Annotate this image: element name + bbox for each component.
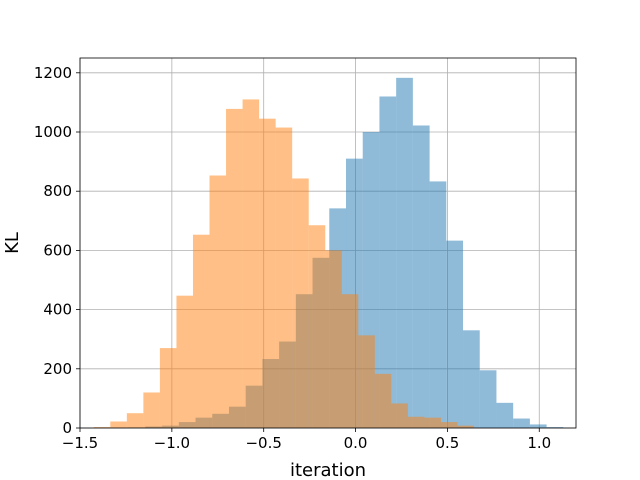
histogram-bar [391,403,408,428]
histogram-bar [176,295,193,428]
histogram-bar [209,175,227,428]
histogram-bar [513,418,530,428]
bars [93,77,564,429]
histogram-bar [341,294,359,428]
histogram-bar [440,422,458,428]
histogram-bar [479,370,497,428]
x-tick-label: 1.0 [527,434,551,452]
histogram-bar [457,425,475,428]
x-tick-label: −1.5 [62,434,98,452]
y-tick-label: 400 [43,301,72,319]
histogram-bar [496,402,514,428]
y-axis-label: KL [2,232,23,254]
y-tick-label: 0 [62,419,72,437]
histogram-bar [424,417,441,428]
y-tick-label: 1000 [34,123,72,141]
x-tick-label: 0.5 [435,434,459,452]
histogram-bar [292,178,309,428]
histogram-bar [446,240,464,428]
histogram-bar [226,108,243,429]
y-tick-label: 1200 [34,64,72,82]
histogram-bar [93,427,111,428]
y-tick-label: 200 [43,360,72,378]
histogram-bar [379,96,397,428]
histogram-bar [192,234,210,428]
histogram-bar [374,373,392,428]
x-tick-label: −0.5 [245,434,281,452]
histogram-bar [412,125,430,428]
histogram-bar [308,225,326,428]
histogram-bar [242,99,260,428]
histogram-bar [546,427,564,428]
histogram-bar [529,424,547,428]
y-tick-label: 800 [43,182,72,200]
y-tick-label: 600 [43,241,72,259]
histogram-bar [143,392,160,428]
ticks: −1.5 −1.0 −0.5 0.0 0.5 1.0 0 200 400 600 800 1000 12… [34,64,551,452]
histogram-bar [159,348,177,428]
histogram-bar [358,335,375,428]
histogram-bar [126,413,144,428]
histogram-bar [463,330,480,428]
histogram-bar [259,118,276,429]
histogram-bar [396,77,413,428]
histogram-bar [325,250,342,428]
histogram-bar [407,416,425,428]
histogram-bar [429,181,447,428]
x-tick-label: 0.0 [344,434,368,452]
histogram-bar [275,127,293,428]
histogram-bar [110,421,127,428]
x-axis-label: iteration [290,460,366,480]
plot-frame [79,57,577,429]
x-tick-label: −1.0 [154,434,190,452]
